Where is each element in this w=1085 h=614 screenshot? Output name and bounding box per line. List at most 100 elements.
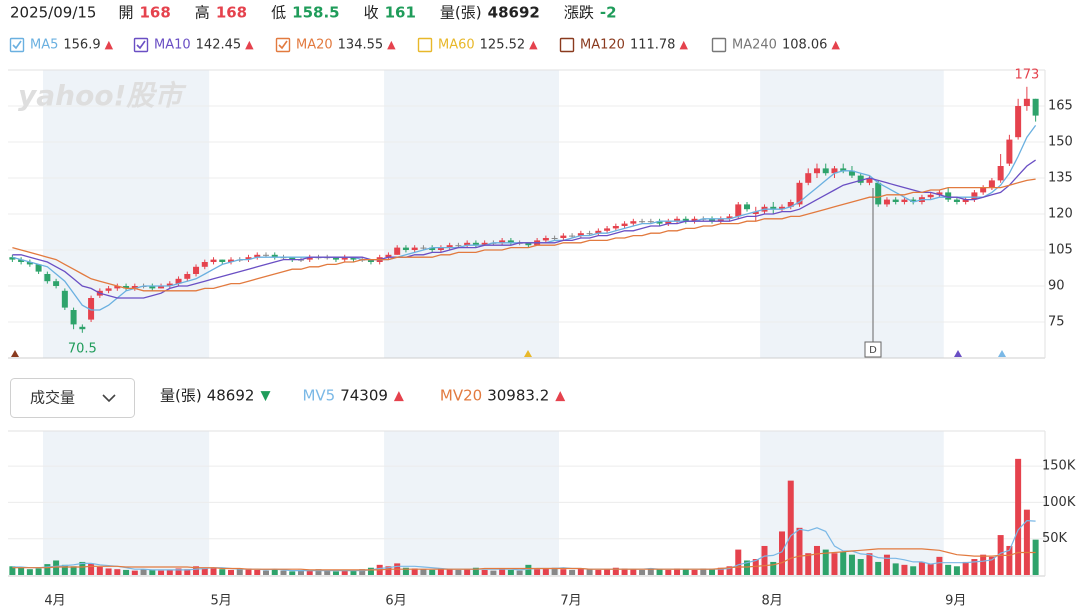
volume-bar (210, 568, 217, 575)
candle-body (254, 254, 261, 258)
candle-body (149, 286, 156, 289)
candle-body (971, 192, 978, 200)
legend-checkmark[interactable] (136, 40, 146, 50)
candle-body (682, 218, 689, 222)
signal-icon[interactable] (954, 350, 962, 357)
volume-bar (114, 569, 121, 575)
volume-bar (44, 564, 51, 575)
volume-bar (149, 569, 156, 575)
legend-checkbox[interactable] (559, 37, 575, 53)
candle-body (184, 274, 191, 279)
candle-body (306, 257, 313, 260)
candle-body (289, 257, 296, 260)
volume-bar (306, 570, 313, 575)
legend-checkmark[interactable] (278, 40, 288, 50)
legend-name: MA5 (30, 38, 58, 53)
volume-bar (953, 566, 960, 575)
legend-trend: ▲ (679, 38, 688, 51)
volume-bar (726, 566, 733, 575)
volume-bar (1032, 539, 1039, 575)
volume-bar (945, 564, 952, 575)
volume-bar (332, 571, 339, 575)
mv-line (12, 519, 1036, 572)
y-tick-label: 75 (1048, 315, 1065, 330)
legend-checkmark[interactable] (12, 40, 22, 50)
volume-bar (709, 569, 716, 575)
ma-line (12, 178, 1036, 292)
candle-body (158, 286, 165, 289)
max-label: 173 (1014, 67, 1039, 82)
volume-bar (962, 561, 969, 575)
y-tick-label: 100K (1042, 495, 1076, 510)
quote-date: 2025/09/15 (10, 4, 96, 22)
y-tick-label: 120 (1048, 207, 1073, 222)
volume-bar (542, 568, 549, 575)
candle-body (18, 259, 25, 262)
quote-label: 低 (271, 4, 286, 22)
mv-value: 74309 (340, 387, 388, 405)
signal-icon[interactable] (998, 350, 1006, 357)
marks (9, 86, 1039, 575)
legend-checkbox[interactable] (417, 37, 433, 53)
volume-bar (9, 566, 16, 575)
candle-body (674, 218, 681, 222)
quote-value: 168 (216, 4, 247, 22)
dividend-box[interactable] (864, 341, 882, 358)
volume-bar (586, 569, 593, 575)
candle-body (219, 259, 226, 262)
candle-body (411, 247, 418, 250)
legend-checkbox[interactable] (275, 37, 291, 53)
candle-body (612, 226, 619, 229)
y-tick-label: 150 (1048, 135, 1073, 150)
candle-body (166, 283, 173, 286)
signal-icon[interactable] (524, 350, 532, 357)
volume-bar (402, 567, 409, 575)
volume-bar (936, 556, 943, 575)
mv-name: MV5 (302, 387, 335, 405)
volume-bar (674, 568, 681, 575)
volume-bar (875, 561, 882, 575)
candle-body (464, 242, 471, 246)
candle-body (735, 204, 742, 217)
volume-bar (446, 569, 453, 575)
volume-bar (158, 570, 165, 575)
candle-body (927, 194, 934, 198)
candle-body (779, 206, 785, 210)
candle-body (499, 240, 506, 243)
volume-bar (464, 569, 471, 575)
volume-bar (857, 559, 864, 575)
volume-bar (26, 569, 33, 575)
volume-bar (96, 567, 103, 575)
volume-bar (551, 567, 558, 575)
candle-body (481, 242, 488, 246)
legend-checkbox[interactable] (133, 37, 149, 53)
dividend-marker[interactable]: D (869, 345, 877, 356)
mv-trend: ▲ (555, 389, 565, 404)
dropdown-chevron[interactable] (102, 394, 116, 403)
candle-body (875, 182, 882, 205)
legend-checkbox[interactable] (9, 37, 25, 53)
volume-bar (744, 560, 751, 575)
candle-body (263, 254, 269, 256)
candle-body (367, 259, 374, 262)
volume-bar (569, 569, 576, 575)
candle-body (332, 257, 339, 260)
candle-body (857, 175, 864, 183)
volume-dropdown[interactable] (10, 378, 135, 418)
candle-body (770, 206, 777, 210)
candle-body (945, 192, 952, 200)
dropdown-label[interactable]: 成交量 (30, 389, 75, 407)
volume-bar (254, 569, 261, 575)
volume-bar (490, 570, 497, 575)
volume-bar (289, 571, 296, 575)
candle-body (787, 202, 794, 207)
volume-bar (385, 566, 392, 575)
signal-icon[interactable] (11, 350, 19, 357)
volume-bar (123, 569, 130, 575)
volume-bar (752, 559, 759, 575)
volume-bar (901, 564, 908, 575)
volume-bar (822, 549, 829, 575)
candle-body (175, 278, 182, 284)
volume-bar (892, 563, 899, 575)
legend-checkbox[interactable] (711, 37, 727, 53)
